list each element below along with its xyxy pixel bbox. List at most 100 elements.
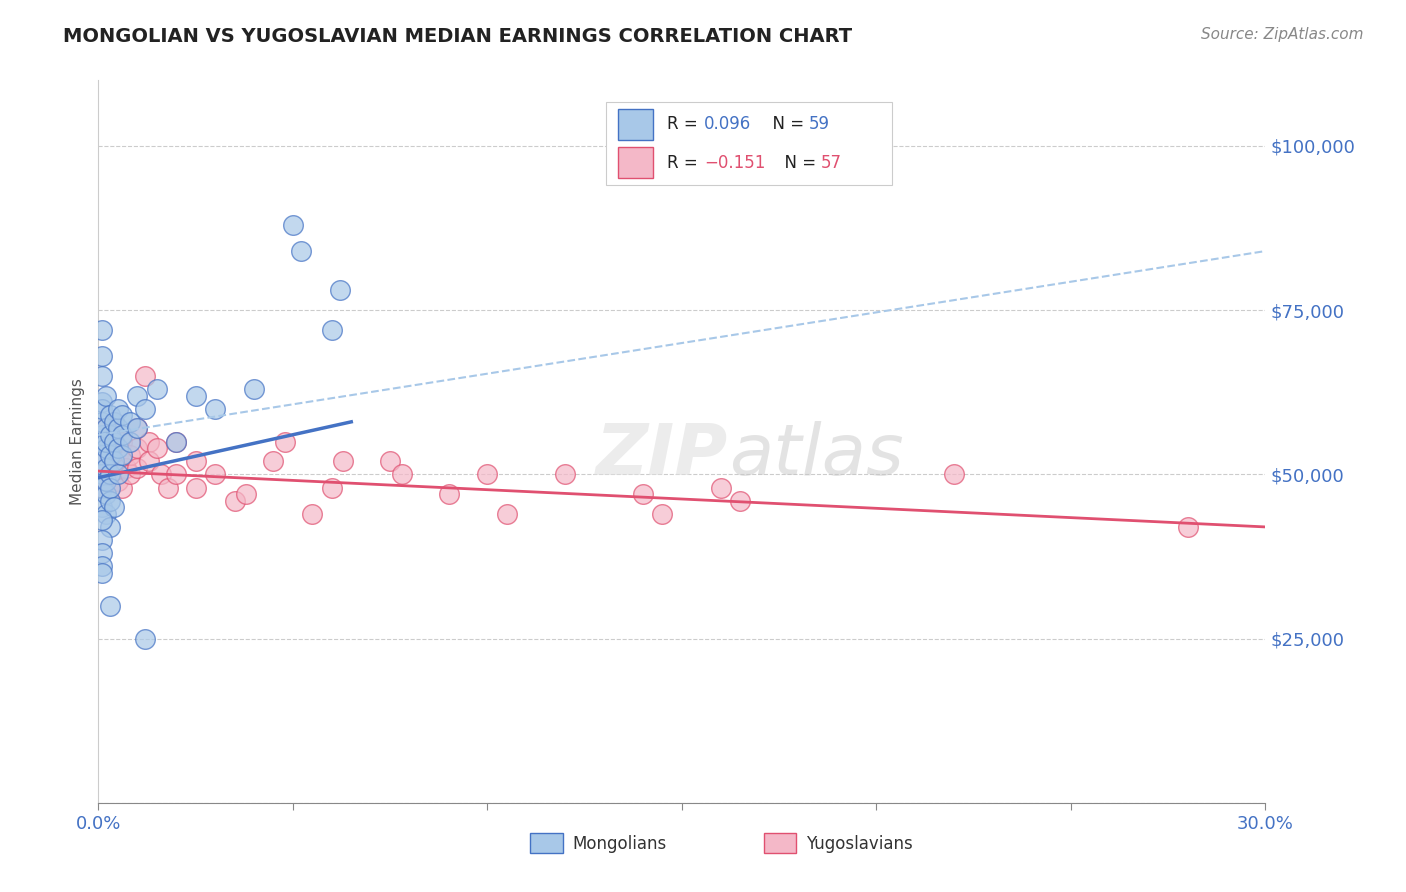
Point: [138, 434, 160, 449]
Point: [477, 467, 499, 482]
Point: [98, 520, 121, 534]
Point: [91, 533, 114, 547]
Point: [96, 507, 118, 521]
Point: [98, 493, 121, 508]
Point: [91, 395, 114, 409]
Point: [98, 448, 121, 462]
Point: [98, 481, 121, 495]
Point: [91, 401, 114, 416]
Point: [184, 388, 207, 402]
Point: [301, 507, 323, 521]
Point: [91, 454, 114, 468]
Point: [184, 454, 207, 468]
Point: [554, 467, 576, 482]
Point: [91, 500, 114, 515]
Point: [127, 388, 149, 402]
Bar: [617, 147, 652, 178]
Point: [91, 434, 114, 449]
Point: [91, 448, 114, 462]
Point: [321, 323, 343, 337]
Point: [243, 382, 266, 396]
Point: [98, 467, 121, 482]
Point: [107, 474, 129, 488]
Text: 57: 57: [821, 153, 842, 171]
Point: [184, 481, 207, 495]
Point: [98, 467, 121, 482]
Point: [111, 454, 134, 468]
Point: [91, 434, 114, 449]
Point: [329, 284, 352, 298]
Point: [96, 474, 118, 488]
Point: [103, 500, 125, 515]
Point: [134, 632, 156, 646]
Point: [91, 349, 114, 363]
Point: [165, 467, 187, 482]
Point: [91, 323, 114, 337]
Point: [651, 507, 673, 521]
Point: [730, 493, 752, 508]
Point: [91, 481, 114, 495]
Point: [321, 481, 343, 495]
Point: [96, 421, 118, 435]
Point: [107, 421, 129, 435]
Point: [118, 415, 141, 429]
Point: [98, 409, 121, 423]
Text: 0.096: 0.096: [704, 115, 751, 134]
Point: [91, 559, 114, 574]
Point: [380, 454, 402, 468]
Point: [96, 460, 118, 475]
Point: [1177, 520, 1199, 534]
Point: [332, 454, 354, 468]
Point: [127, 421, 149, 435]
Text: atlas: atlas: [728, 422, 903, 491]
Point: [91, 368, 114, 383]
Point: [107, 460, 129, 475]
Point: [98, 428, 121, 442]
Point: [91, 428, 114, 442]
Bar: [617, 109, 652, 140]
Text: 59: 59: [808, 115, 830, 134]
Point: [111, 448, 134, 462]
Point: [204, 401, 226, 416]
Point: [281, 218, 304, 232]
Point: [91, 513, 114, 527]
Point: [111, 481, 134, 495]
Point: [111, 434, 134, 449]
Point: [157, 481, 180, 495]
Point: [91, 546, 114, 560]
Point: [496, 507, 519, 521]
Point: [91, 566, 114, 580]
Point: [111, 409, 134, 423]
Point: [274, 434, 297, 449]
Text: −0.151: −0.151: [704, 153, 765, 171]
Point: [107, 448, 129, 462]
Point: [114, 460, 136, 475]
Text: MONGOLIAN VS YUGOSLAVIAN MEDIAN EARNINGS CORRELATION CHART: MONGOLIAN VS YUGOSLAVIAN MEDIAN EARNINGS…: [63, 27, 852, 45]
Point: [107, 441, 129, 455]
Text: N =: N =: [762, 115, 810, 134]
Point: [118, 448, 141, 462]
Point: [103, 454, 125, 468]
Point: [103, 441, 125, 455]
Y-axis label: Median Earnings: Median Earnings: [70, 378, 86, 505]
Point: [204, 467, 226, 482]
Point: [710, 481, 733, 495]
Point: [96, 421, 118, 435]
Point: [103, 434, 125, 449]
Point: [103, 415, 125, 429]
Point: [91, 467, 114, 482]
Point: [111, 428, 134, 442]
Point: [165, 434, 187, 449]
Text: R =: R =: [666, 153, 703, 171]
Point: [165, 434, 187, 449]
Point: [134, 368, 156, 383]
Point: [98, 599, 121, 613]
Point: [235, 487, 257, 501]
Point: [127, 421, 149, 435]
Point: [943, 467, 966, 482]
Point: [98, 448, 121, 462]
Point: [290, 244, 312, 258]
Point: [107, 467, 129, 482]
Point: [107, 401, 129, 416]
Point: [262, 454, 284, 468]
